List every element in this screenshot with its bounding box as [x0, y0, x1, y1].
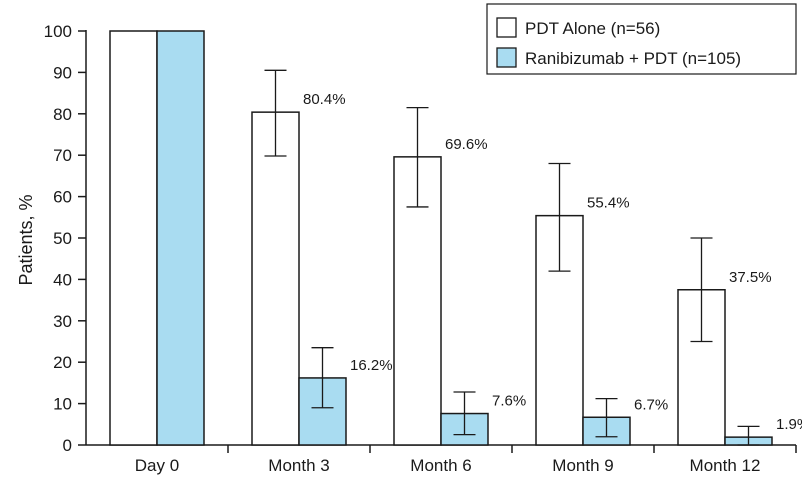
- bars: 80.4% 16.2% 69.6% 7.6% 55.4% 6.7% 37.5% 1.9%: [109, 30, 802, 446]
- data-label: 55.4%: [587, 195, 630, 212]
- bar: [156, 30, 205, 446]
- y-tick-label: 90: [53, 63, 72, 82]
- y-tick-label: 30: [53, 312, 72, 331]
- y-tick-label: 40: [53, 270, 72, 289]
- x-tick-label: Month 12: [690, 456, 761, 475]
- y-tick-label: 70: [53, 146, 72, 165]
- data-label: 6.7%: [634, 396, 668, 413]
- legend-swatch: [496, 17, 517, 38]
- axes: 0 10 20 30 40 50 60 70 80 90 100 Day 0 Month 3 Month …: [44, 22, 797, 475]
- legend-box: [486, 3, 797, 75]
- x-tick-label: Month 9: [552, 456, 613, 475]
- data-label: 69.6%: [445, 136, 488, 153]
- y-axis-label: Patients, %: [16, 194, 36, 285]
- data-label: 80.4%: [303, 91, 346, 108]
- legend-swatch: [496, 47, 517, 68]
- legend: PDT Alone (n=56) Ranibizumab + PDT (n=105…: [486, 3, 797, 75]
- y-tick-label: 50: [53, 229, 72, 248]
- bar: [109, 30, 158, 446]
- y-tick-label: 0: [63, 436, 72, 455]
- legend-label: PDT Alone (n=56): [525, 19, 660, 38]
- data-label: 37.5%: [729, 269, 772, 286]
- y-tick-label: 80: [53, 105, 72, 124]
- bar: [251, 111, 300, 446]
- y-tick-label: 20: [53, 353, 72, 372]
- data-label: 7.6%: [492, 393, 526, 410]
- y-tick-label: 100: [44, 22, 72, 41]
- legend-label: Ranibizumab + PDT (n=105): [525, 49, 741, 68]
- y-tick-label: 60: [53, 188, 72, 207]
- data-label: 1.9%: [776, 416, 802, 433]
- x-tick-label: Month 3: [268, 456, 329, 475]
- y-tick-label: 10: [53, 395, 72, 414]
- x-tick-label: Day 0: [135, 456, 179, 475]
- x-tick-label: Month 6: [410, 456, 471, 475]
- data-label: 16.2%: [350, 357, 393, 374]
